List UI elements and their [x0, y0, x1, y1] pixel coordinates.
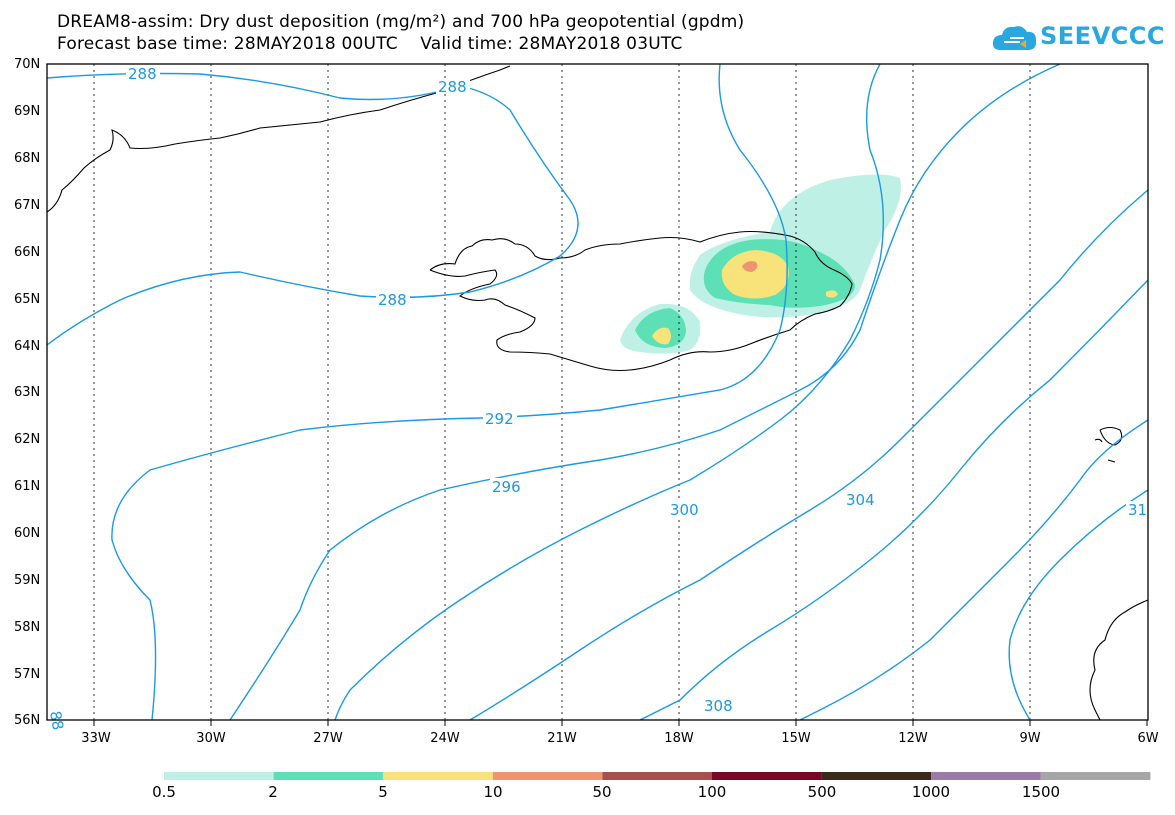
legend-label: 50	[592, 783, 612, 801]
legend-swatch	[383, 772, 493, 780]
legend-label: 5	[378, 783, 388, 801]
lon-label: 15W	[781, 731, 811, 746]
scotland-coast	[1089, 599, 1148, 720]
legend-swatch	[1040, 772, 1151, 780]
contour-label: 288	[438, 78, 467, 96]
legend-swatch	[602, 772, 712, 780]
legend-swatch	[821, 772, 932, 780]
legend-label: 10	[483, 783, 503, 801]
lat-label: 59N	[14, 573, 40, 588]
legend-label: 0.5	[152, 783, 176, 801]
coastlines	[47, 65, 1148, 720]
lon-label: 6W	[1137, 731, 1158, 746]
axis-ticks	[93, 720, 1148, 726]
contour-288-north	[47, 72, 579, 346]
lat-label: 64N	[14, 339, 40, 354]
lat-label: 67N	[14, 198, 40, 213]
legend-label: 2	[268, 783, 278, 801]
lon-label: 12W	[898, 731, 928, 746]
greenland-coast	[47, 65, 511, 213]
dust-area-high	[742, 261, 758, 272]
contour-304	[639, 279, 1148, 720]
cloud-icon	[992, 26, 1037, 50]
contour-300	[469, 189, 1148, 720]
lat-label: 61N	[14, 479, 40, 494]
dust-area-low-sw	[635, 308, 686, 348]
lon-label: 27W	[313, 731, 343, 746]
legend-label: 1500	[1021, 783, 1061, 801]
dust-area-mid-sw	[652, 327, 671, 345]
legend-swatch	[273, 772, 384, 780]
legend-label: 100	[697, 783, 727, 801]
contour-label: 292	[485, 410, 514, 428]
lat-label: 65N	[14, 292, 40, 307]
contour-label: 300	[670, 501, 699, 519]
contour-labels: 288 288 288 292 296 300 304 308 31 88	[46, 65, 1148, 731]
iceland-coast	[429, 230, 853, 372]
map-title: DREAM8-assim: Dry dust deposition (mg/m²…	[57, 12, 745, 32]
lon-label: 30W	[196, 731, 226, 746]
latitude-labels: 70N 69N 68N 67N 66N 65N 64N 63N 62N 61N …	[14, 57, 40, 728]
legend-colorbar	[164, 772, 1151, 780]
lat-label: 66N	[14, 245, 40, 260]
dust-shading	[620, 174, 901, 354]
lon-label: 21W	[547, 731, 577, 746]
contour-label: 288	[378, 291, 407, 309]
contour-label: 308	[704, 697, 733, 715]
contour-label: 31	[1128, 501, 1147, 519]
dust-area-mid-e	[826, 290, 838, 298]
lat-label: 63N	[14, 385, 40, 400]
contour-north-central	[111, 64, 788, 720]
contour-label: 288	[128, 65, 157, 83]
lat-label: 56N	[14, 713, 40, 728]
contour-292-east	[229, 64, 1061, 720]
legend-label: 500	[807, 783, 837, 801]
lat-label: 62N	[14, 432, 40, 447]
lat-label: 57N	[14, 667, 40, 682]
contour-label: 304	[846, 491, 875, 509]
lon-label: 9W	[1019, 731, 1040, 746]
graticule	[93, 64, 1031, 720]
logo-text: SEEVCCC	[1040, 22, 1165, 50]
lat-label: 58N	[14, 620, 40, 635]
legend-swatch	[712, 772, 822, 780]
lat-label: 69N	[14, 104, 40, 119]
contour-308	[799, 419, 1148, 720]
contour-312	[1008, 489, 1148, 720]
lon-label: 18W	[664, 731, 694, 746]
contour-label: 296	[492, 478, 521, 496]
map-frame	[46, 63, 1149, 721]
lon-label: 24W	[430, 731, 460, 746]
legend-swatch	[492, 772, 603, 780]
contour-296	[334, 64, 885, 720]
lat-label: 70N	[14, 57, 40, 72]
lon-label: 33W	[81, 731, 111, 746]
longitude-labels: 33W 30W 27W 24W 21W 18W 15W 12W 9W 6W	[81, 731, 1158, 746]
map-subtitle: Forecast base time: 28MAY2018 00UTC Vali…	[57, 34, 683, 54]
lat-label: 60N	[14, 526, 40, 541]
legend-swatch	[931, 772, 1041, 780]
legend-label: 1000	[911, 783, 951, 801]
geopotential-contours	[47, 64, 1148, 720]
legend-swatch	[164, 772, 274, 780]
lat-label: 68N	[14, 151, 40, 166]
dust-area-mid	[721, 250, 789, 299]
